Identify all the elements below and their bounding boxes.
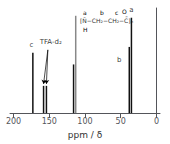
svg-text:50: 50 bbox=[116, 117, 126, 126]
svg-text:c: c bbox=[115, 9, 118, 16]
svg-text:a: a bbox=[129, 6, 133, 14]
svg-text:b: b bbox=[100, 9, 104, 16]
svg-text:b: b bbox=[117, 56, 122, 64]
svg-text:a: a bbox=[83, 9, 87, 16]
svg-text:H: H bbox=[83, 26, 88, 33]
svg-text:100: 100 bbox=[77, 117, 92, 126]
svg-text:150: 150 bbox=[42, 117, 57, 126]
svg-text:c: c bbox=[29, 41, 33, 49]
svg-text:ppm / δ: ppm / δ bbox=[68, 130, 103, 140]
svg-text:TFA-d₂: TFA-d₂ bbox=[39, 38, 62, 46]
svg-text:0: 0 bbox=[154, 117, 159, 126]
svg-text:O: O bbox=[122, 8, 127, 15]
svg-text:200: 200 bbox=[6, 117, 21, 126]
svg-text:[Ñ−CH₂−CH₂−C̃]ₙ: [Ñ−CH₂−CH₂−C̃]ₙ bbox=[80, 16, 134, 23]
